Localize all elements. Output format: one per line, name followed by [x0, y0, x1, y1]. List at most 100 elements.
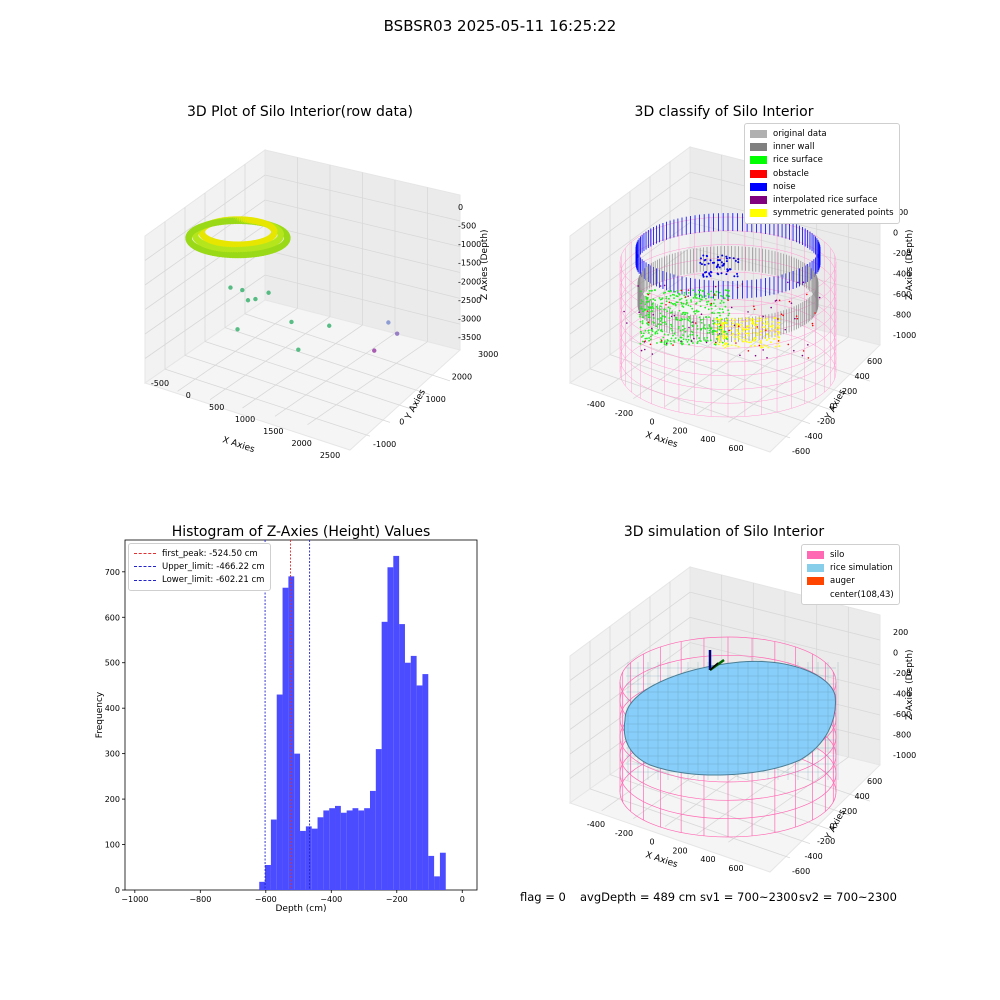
rice-surface-point: [705, 297, 707, 300]
symmetric-point: [768, 325, 771, 328]
classify-legend-item: symmetric generated points: [750, 207, 894, 220]
obstacle-point: [649, 343, 652, 346]
obstacle-point: [665, 303, 667, 306]
legend-color-swatch: [750, 209, 767, 218]
symmetric-point: [752, 318, 754, 320]
rice-surface-point: [669, 294, 672, 297]
rice-surface-point: [665, 295, 668, 298]
legend-color-swatch: [750, 129, 767, 138]
symmetric-point: [770, 329, 773, 332]
rice-surface-point: [674, 337, 677, 339]
simulation-z-tick-5: -800: [893, 731, 911, 740]
symmetric-point: [738, 333, 741, 335]
rice-surface-point: [698, 297, 701, 300]
hist-y-tick-label: 200: [105, 795, 120, 804]
rice-surface-point: [695, 302, 698, 304]
symmetric-point: [737, 345, 740, 348]
noise-point: [705, 254, 708, 257]
symmetric-point: [721, 336, 724, 338]
rice-surface-point: [651, 310, 654, 312]
histogram-y-axis-label: Frequency: [95, 691, 105, 738]
symmetric-point: [719, 317, 722, 320]
rice-surface-point: [699, 318, 702, 321]
rice-surface-point: [710, 307, 713, 310]
noise-point: [722, 264, 725, 267]
interpolated-point: [688, 326, 690, 329]
rice-surface-point: [721, 341, 724, 344]
rice-surface-point: [726, 333, 728, 335]
noise-point: [725, 255, 728, 258]
rice-surface-point: [665, 323, 667, 325]
raw-z-tick-0: 0: [458, 203, 463, 212]
rice-surface-point: [689, 333, 692, 336]
rice-surface-point: [682, 342, 684, 345]
obstacle-point: [780, 313, 783, 316]
symmetric-point: [719, 320, 721, 323]
rice-surface-point: [662, 292, 665, 295]
symmetric-point: [746, 332, 749, 335]
raw-point: [266, 290, 271, 295]
obstacle-point: [795, 315, 798, 317]
rice-surface-point: [699, 289, 702, 292]
rice-surface-point: [708, 293, 710, 296]
interpolated-point: [790, 302, 793, 304]
noise-point: [709, 259, 712, 262]
symmetric-point: [767, 346, 770, 349]
symmetric-point: [759, 340, 762, 343]
rice-surface-point: [646, 337, 648, 340]
classify-z-tick-5: -800: [893, 311, 911, 320]
symmetric-point: [721, 326, 724, 328]
rice-surface-point: [703, 337, 706, 339]
histogram-bar: [282, 587, 289, 890]
symmetric-point: [724, 321, 727, 324]
obstacle-point: [753, 305, 755, 308]
simulation-y-tick-4: 200: [842, 807, 857, 816]
flag-text: flag = 0: [520, 890, 566, 904]
rice-surface-point: [696, 310, 698, 313]
rice-surface-point: [665, 297, 668, 300]
classify-x-tick-1: -200: [615, 409, 633, 418]
rice-surface-point: [651, 330, 654, 333]
simulation-z-tick-4: -600: [893, 710, 911, 719]
symmetric-point: [753, 336, 756, 339]
symmetric-point: [764, 326, 767, 328]
rice-surface-point: [687, 304, 690, 307]
simulation-z-axis-label: Z Axies (Depth): [905, 649, 915, 720]
rice-surface-point: [679, 329, 682, 332]
symmetric-point: [730, 320, 733, 323]
rice-surface-point: [681, 305, 684, 307]
rice-surface-point: [703, 326, 705, 328]
obstacle-point: [719, 324, 722, 327]
rice-surface-point: [713, 298, 716, 301]
symmetric-point: [777, 342, 779, 345]
symmetric-point: [757, 320, 760, 323]
rice-surface-point: [685, 338, 688, 341]
rice-surface-point: [687, 338, 690, 341]
rice-surface-point: [682, 334, 684, 336]
rice-surface-point: [700, 298, 703, 301]
legend-color-swatch: [750, 169, 767, 178]
rice-surface-point: [708, 329, 711, 332]
obstacle-point: [778, 299, 781, 302]
rice-surface-point: [640, 307, 642, 310]
legend-color-swatch: [750, 142, 767, 151]
noise-point: [700, 263, 703, 266]
rice-surface-point: [707, 300, 710, 303]
obstacle-point: [787, 343, 790, 346]
symmetric-point: [731, 325, 733, 328]
symmetric-point: [718, 340, 721, 342]
histogram-bar: [335, 805, 341, 890]
symmetric-point: [761, 346, 764, 349]
symmetric-point: [721, 330, 724, 333]
rice-surface-point: [671, 329, 674, 332]
rice-surface-point: [641, 316, 644, 319]
classify-z-tick-3: -400: [893, 270, 911, 279]
rice-surface-point: [681, 318, 684, 321]
symmetric-point: [716, 336, 719, 339]
rice-surface-point: [659, 312, 662, 315]
interpolated-point: [762, 349, 764, 351]
rice-surface-point: [682, 338, 685, 341]
noise-point: [704, 271, 707, 274]
noise-point: [708, 272, 711, 275]
rice-surface-point: [684, 330, 687, 333]
